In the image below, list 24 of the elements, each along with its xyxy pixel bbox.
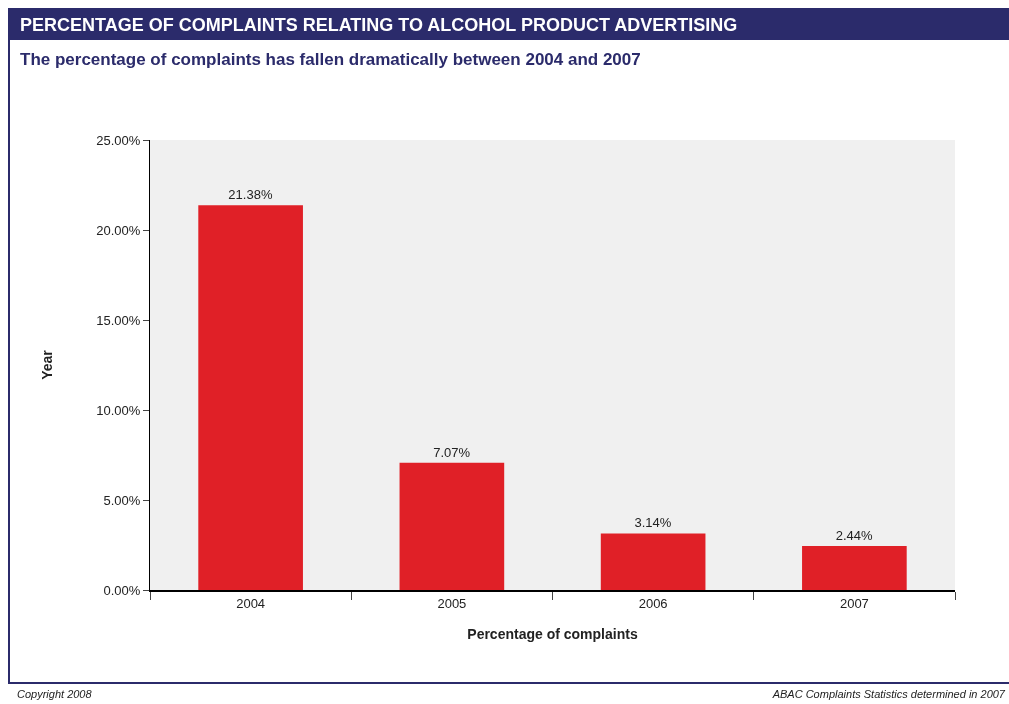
y-axis-title: Year	[38, 349, 55, 380]
data-label: 3.14%	[634, 515, 672, 531]
y-tick-label: 10.00%	[96, 402, 141, 418]
chart-subtitle: The percentage of complaints has fallen dramatically between 2004 and 2007	[20, 50, 641, 70]
bar	[802, 546, 907, 590]
x-tick-label: 2007	[839, 595, 869, 611]
y-tick-label: 15.00%	[96, 312, 141, 328]
y-tick-label: 25.00%	[96, 132, 141, 148]
text: ABAC Complaints Statistics determined in 2007	[772, 688, 1005, 700]
chart-title: PERCENTAGE OF COMPLAINTS RELATING TO ALCOHOL PRODUCT ADVERTISING	[10, 10, 1009, 40]
data-label: 2.44%	[835, 528, 874, 544]
x-tick-label: 2005	[437, 595, 467, 611]
bar	[600, 533, 706, 590]
text: Copyright 2008	[17, 688, 92, 700]
data-label: 7.07%	[433, 444, 471, 460]
x-tick-label: 2006	[638, 595, 668, 611]
y-tick-label: 0.00%	[103, 582, 141, 598]
y-tick-label: 20.00%	[96, 222, 141, 238]
data-label: 21.38%	[228, 187, 273, 203]
y-tick-label: 5.00%	[103, 492, 141, 508]
x-axis-title: Percentage of complaints	[467, 626, 638, 643]
x-tick-label: 2004	[236, 595, 266, 611]
bar	[399, 462, 505, 590]
bar	[198, 205, 303, 590]
